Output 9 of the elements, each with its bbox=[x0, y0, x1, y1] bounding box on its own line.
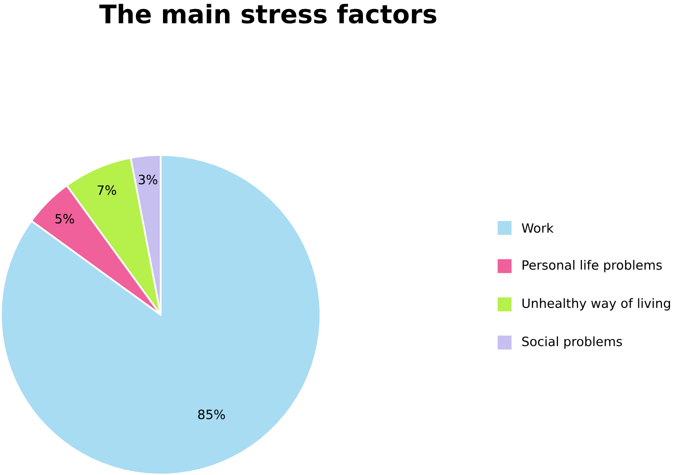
legend-label: Unhealthy way of living bbox=[522, 298, 670, 310]
legend-label: Social problems bbox=[522, 336, 622, 349]
chart-title: The main stress factors bbox=[99, 4, 436, 24]
data-label: 3% bbox=[138, 174, 158, 184]
legend-label: Personal life problems bbox=[522, 260, 662, 272]
data-label: 85% bbox=[198, 409, 225, 420]
data-label: 5% bbox=[56, 214, 74, 224]
legend-label: Work bbox=[522, 222, 554, 233]
data-label: 7% bbox=[98, 185, 116, 195]
